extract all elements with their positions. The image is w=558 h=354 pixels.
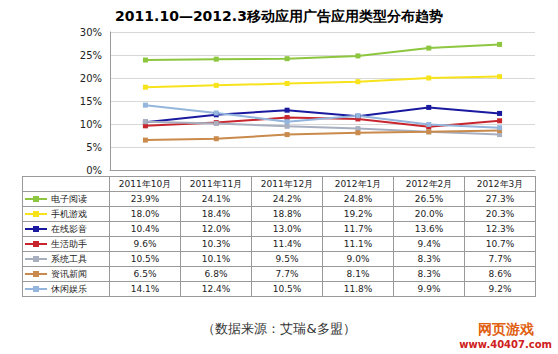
html-text:10.4%: 10.4%: [130, 224, 160, 234]
html-text:23.9%: 23.9%: [130, 194, 160, 204]
html-text:9.4%: 9.4%: [417, 239, 441, 249]
html-text:10.7%: 10.7%: [485, 239, 515, 249]
html-text:9.0%: 9.0%: [346, 254, 370, 264]
svg-text:2011.10—2012.3移动应用广告应用类型分布趋势: 2011.10—2012.3移动应用广告应用类型分布趋势: [115, 8, 443, 24]
svg-text:30%: 30%: [80, 27, 102, 38]
html-text:电子阅读: 电子阅读: [51, 193, 87, 204]
svg-text:25%: 25%: [80, 50, 102, 61]
html-text:生活助手: 生活助手: [51, 238, 87, 249]
html-text:18.0%: 18.0%: [130, 209, 160, 219]
html-text:2011年11月: 2011年11月: [189, 178, 243, 189]
html-text:6.8%: 6.8%: [204, 269, 228, 279]
svg-text:10%: 10%: [80, 119, 102, 130]
html-text:9.5%: 9.5%: [275, 254, 299, 264]
html-text:2012年1月: 2012年1月: [334, 178, 382, 189]
html-text:12.0%: 12.0%: [201, 224, 231, 234]
html-text:9.6%: 9.6%: [133, 239, 157, 249]
html-text:2011年10月: 2011年10月: [118, 178, 172, 189]
svg-text:0%: 0%: [86, 165, 102, 176]
html-text:2012年3月: 2012年3月: [476, 178, 524, 189]
html-text:8.1%: 8.1%: [346, 269, 370, 279]
html-text:在线影音: 在线影音: [51, 223, 87, 234]
html-text:11.4%: 11.4%: [272, 239, 302, 249]
html-text:10.5%: 10.5%: [130, 254, 160, 264]
html-text:11.8%: 11.8%: [343, 284, 373, 294]
html-text:13.0%: 13.0%: [272, 224, 302, 234]
html-text:12.4%: 12.4%: [201, 284, 231, 294]
html-text:6.5%: 6.5%: [133, 269, 157, 279]
html-text:休闲娱乐: 休闲娱乐: [51, 283, 87, 294]
html-text:9.9%: 9.9%: [417, 284, 441, 294]
html-text:8.3%: 8.3%: [417, 254, 441, 264]
html-text:27.3%: 27.3%: [485, 194, 515, 204]
html-text:20.3%: 20.3%: [485, 209, 515, 219]
html-text:14.1%: 14.1%: [130, 284, 160, 294]
html-text:19.2%: 19.2%: [343, 209, 373, 219]
svg-text:5%: 5%: [86, 142, 102, 153]
html-text:www.40407.com: www.40407.com: [459, 339, 552, 350]
html-text:（数据来源：艾瑞&多盟）: （数据来源：艾瑞&多盟）: [202, 321, 356, 336]
html-text:26.5%: 26.5%: [414, 194, 444, 204]
html-text:20.0%: 20.0%: [414, 209, 444, 219]
html-text:13.6%: 13.6%: [414, 224, 444, 234]
html-text:8.3%: 8.3%: [417, 269, 441, 279]
html-text:7.7%: 7.7%: [488, 254, 512, 264]
html-text:资讯新闻: 资讯新闻: [51, 268, 87, 279]
html-text:10.1%: 10.1%: [201, 254, 231, 264]
svg-text:15%: 15%: [80, 96, 102, 107]
html-text:2012年2月: 2012年2月: [405, 178, 453, 189]
html-text:2011年12月: 2011年12月: [260, 178, 314, 189]
html-text:9.2%: 9.2%: [488, 284, 512, 294]
html-text:24.8%: 24.8%: [343, 194, 373, 204]
html-text:24.2%: 24.2%: [272, 194, 302, 204]
html-text:手机游戏: 手机游戏: [51, 208, 87, 219]
html-text:7.7%: 7.7%: [275, 269, 299, 279]
html-text:8.6%: 8.6%: [488, 269, 512, 279]
html-text:18.4%: 18.4%: [201, 209, 231, 219]
svg-text:20%: 20%: [80, 73, 102, 84]
html-text:系统工具: 系统工具: [51, 253, 87, 264]
html-text:10.3%: 10.3%: [201, 239, 231, 249]
html-text:网页游戏: 网页游戏: [477, 321, 534, 337]
html-text:10.5%: 10.5%: [272, 284, 302, 294]
html-text:11.1%: 11.1%: [343, 239, 373, 249]
html-text:12.3%: 12.3%: [485, 224, 515, 234]
html-text:18.8%: 18.8%: [272, 209, 302, 219]
html-text:11.7%: 11.7%: [343, 224, 373, 234]
html-text:24.1%: 24.1%: [201, 194, 231, 204]
